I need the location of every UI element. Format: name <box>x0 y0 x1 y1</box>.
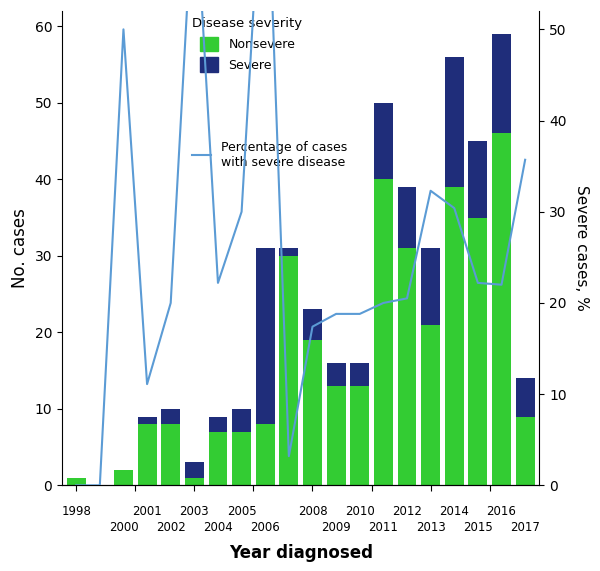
Bar <box>303 340 322 485</box>
Bar <box>137 424 157 485</box>
Text: 2003: 2003 <box>179 505 209 518</box>
Bar <box>469 141 487 218</box>
Bar <box>515 416 535 485</box>
Text: 2016: 2016 <box>487 505 517 518</box>
Bar <box>303 309 322 340</box>
Text: 1998: 1998 <box>61 505 91 518</box>
Text: 2013: 2013 <box>416 521 446 534</box>
Text: 2004: 2004 <box>203 521 233 534</box>
Bar <box>209 432 227 485</box>
Bar <box>492 134 511 485</box>
Text: 2008: 2008 <box>298 505 327 518</box>
Text: 2015: 2015 <box>463 521 493 534</box>
Text: 2005: 2005 <box>227 505 256 518</box>
Bar <box>515 378 535 416</box>
Bar <box>114 470 133 485</box>
Bar <box>421 325 440 485</box>
Bar <box>67 478 86 485</box>
Text: 2012: 2012 <box>392 505 422 518</box>
Text: 2001: 2001 <box>132 505 162 518</box>
Bar <box>445 187 464 485</box>
Bar <box>232 432 251 485</box>
Y-axis label: No. cases: No. cases <box>11 208 29 288</box>
Bar <box>256 424 275 485</box>
Bar <box>280 256 298 485</box>
Bar <box>209 416 227 432</box>
Bar <box>374 179 393 485</box>
Bar <box>398 248 416 485</box>
Bar <box>374 103 393 179</box>
Text: 2010: 2010 <box>345 505 374 518</box>
Legend: Percentage of cases
with severe disease: Percentage of cases with severe disease <box>193 140 347 168</box>
Bar <box>469 218 487 485</box>
X-axis label: Year diagnosed: Year diagnosed <box>229 544 373 562</box>
Text: 2006: 2006 <box>250 521 280 534</box>
Text: 2017: 2017 <box>510 521 540 534</box>
Bar <box>161 409 180 424</box>
Bar <box>326 363 346 386</box>
Bar <box>161 424 180 485</box>
Y-axis label: Severe cases, %: Severe cases, % <box>574 186 589 311</box>
Bar <box>445 57 464 187</box>
Bar <box>326 386 346 485</box>
Bar <box>232 409 251 432</box>
Bar <box>398 187 416 248</box>
Bar <box>185 463 204 478</box>
Bar <box>350 386 369 485</box>
Text: 2009: 2009 <box>321 521 351 534</box>
Bar <box>492 34 511 134</box>
Bar <box>421 248 440 325</box>
Bar <box>137 416 157 424</box>
Bar <box>350 363 369 386</box>
Text: 2002: 2002 <box>156 521 185 534</box>
Bar <box>256 248 275 424</box>
Text: 2011: 2011 <box>368 521 398 534</box>
Bar <box>185 478 204 485</box>
Text: 2000: 2000 <box>109 521 138 534</box>
Text: 2014: 2014 <box>439 505 469 518</box>
Bar <box>280 248 298 256</box>
